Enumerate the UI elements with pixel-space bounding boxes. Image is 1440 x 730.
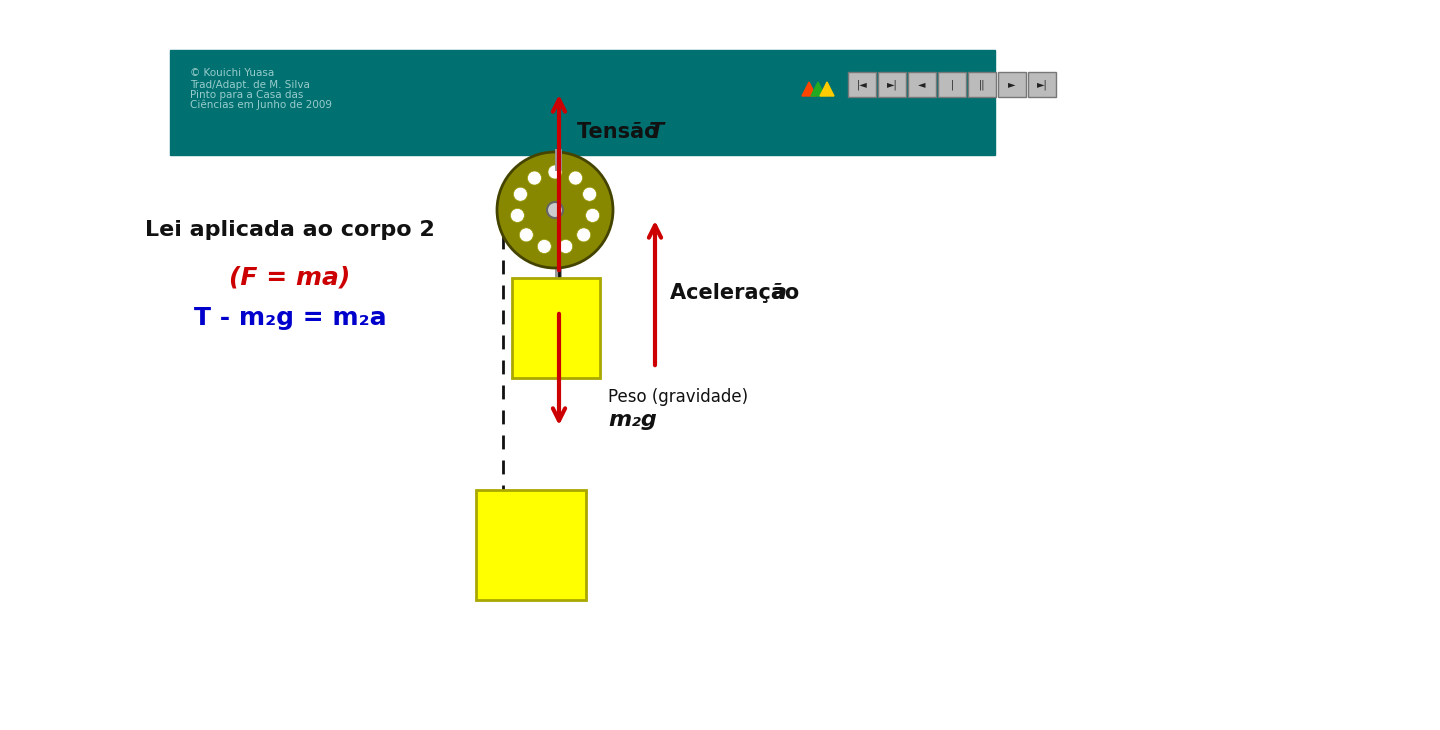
Circle shape [497, 152, 613, 268]
Text: ►|: ►| [1037, 80, 1047, 90]
Circle shape [520, 228, 533, 242]
Polygon shape [811, 82, 825, 96]
Circle shape [583, 187, 596, 201]
Bar [1028, 72, 1056, 97]
Text: Aceleração: Aceleração [670, 283, 806, 303]
Text: ►|: ►| [887, 80, 897, 90]
Text: a: a [772, 283, 788, 303]
Bar [170, 50, 995, 155]
Text: T: T [649, 122, 664, 142]
Text: T - m₂g = m₂a: T - m₂g = m₂a [194, 306, 386, 330]
Text: Lei aplicada ao corpo 2: Lei aplicada ao corpo 2 [145, 220, 435, 240]
Polygon shape [802, 82, 816, 96]
Text: ►: ► [1008, 80, 1015, 90]
Text: m₂g: m₂g [608, 410, 657, 430]
Circle shape [576, 228, 590, 242]
Circle shape [586, 208, 599, 223]
Bar [878, 72, 906, 97]
Circle shape [569, 171, 583, 185]
Circle shape [549, 165, 562, 179]
Circle shape [510, 208, 524, 223]
Text: ◄: ◄ [919, 80, 926, 90]
Text: (F = ma): (F = ma) [229, 266, 350, 290]
Text: |◄: |◄ [857, 80, 867, 90]
Circle shape [547, 202, 563, 218]
Bar [848, 72, 876, 97]
Bar [513, 278, 600, 378]
Bar [937, 72, 966, 97]
Bar [968, 72, 996, 97]
Text: |: | [950, 80, 953, 90]
Text: Ciências em Junho de 2009: Ciências em Junho de 2009 [190, 100, 333, 110]
Text: Peso (gravidade): Peso (gravidade) [608, 388, 749, 406]
Text: Tensão: Tensão [577, 122, 665, 142]
Polygon shape [819, 82, 834, 96]
Circle shape [527, 171, 541, 185]
Text: Pinto para a Casa das: Pinto para a Casa das [190, 90, 304, 100]
Circle shape [537, 239, 552, 253]
Bar [909, 72, 936, 97]
Bar [477, 490, 586, 600]
Text: © Kouichi Yuasa: © Kouichi Yuasa [190, 68, 274, 78]
Text: Trad/Adapt. de M. Silva: Trad/Adapt. de M. Silva [190, 80, 310, 90]
Bar [998, 72, 1025, 97]
Circle shape [514, 187, 527, 201]
Text: ||: || [979, 80, 985, 90]
Circle shape [559, 239, 573, 253]
